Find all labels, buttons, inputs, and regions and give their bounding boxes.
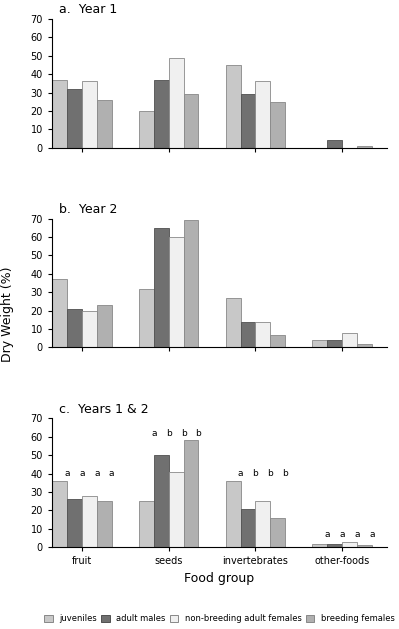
Bar bbox=[226, 298, 241, 347]
Text: a: a bbox=[151, 429, 156, 438]
Bar bbox=[67, 499, 82, 547]
Bar bbox=[357, 344, 372, 347]
Legend: juveniles, adult males, non-breeding adult females, breeding females: juveniles, adult males, non-breeding adu… bbox=[43, 613, 396, 625]
Bar bbox=[312, 543, 327, 547]
Bar bbox=[139, 501, 154, 547]
Text: a: a bbox=[324, 530, 330, 539]
Text: b: b bbox=[267, 469, 273, 478]
Bar bbox=[67, 309, 82, 347]
Bar bbox=[270, 335, 285, 347]
Bar bbox=[255, 501, 270, 547]
Bar bbox=[154, 228, 169, 347]
Bar bbox=[357, 146, 372, 148]
Bar bbox=[327, 140, 342, 148]
Bar bbox=[255, 321, 270, 347]
Bar bbox=[241, 94, 255, 148]
Bar bbox=[139, 289, 154, 347]
Text: b: b bbox=[196, 429, 201, 438]
Bar bbox=[357, 545, 372, 547]
Bar bbox=[270, 518, 285, 547]
Bar bbox=[327, 543, 342, 547]
Text: a: a bbox=[340, 530, 345, 539]
Text: c.  Years 1 & 2: c. Years 1 & 2 bbox=[59, 403, 148, 416]
Text: b: b bbox=[166, 429, 172, 438]
Bar bbox=[82, 496, 97, 547]
Bar bbox=[82, 82, 97, 148]
Bar bbox=[241, 321, 255, 347]
Bar bbox=[139, 111, 154, 148]
Text: a: a bbox=[64, 469, 70, 478]
Bar bbox=[169, 237, 184, 347]
Bar bbox=[52, 80, 67, 148]
Text: b: b bbox=[253, 469, 258, 478]
Bar bbox=[184, 440, 198, 547]
Bar bbox=[226, 65, 241, 148]
Text: a: a bbox=[354, 530, 360, 539]
Bar bbox=[97, 501, 112, 547]
Bar bbox=[184, 220, 198, 347]
Bar bbox=[52, 481, 67, 547]
Bar bbox=[255, 82, 270, 148]
Bar bbox=[270, 102, 285, 148]
Bar bbox=[342, 542, 357, 547]
Bar bbox=[97, 100, 112, 148]
Bar bbox=[327, 340, 342, 347]
Bar bbox=[82, 311, 97, 347]
Bar bbox=[154, 455, 169, 547]
Text: b: b bbox=[181, 429, 186, 438]
Text: b: b bbox=[282, 469, 288, 478]
Text: a: a bbox=[79, 469, 85, 478]
Bar bbox=[226, 481, 241, 547]
Bar bbox=[97, 305, 112, 347]
X-axis label: Food group: Food group bbox=[184, 572, 255, 585]
Bar bbox=[67, 89, 82, 148]
Bar bbox=[342, 333, 357, 347]
Bar bbox=[184, 94, 198, 148]
Text: a.  Year 1: a. Year 1 bbox=[59, 3, 117, 16]
Bar bbox=[169, 472, 184, 547]
Text: a: a bbox=[369, 530, 375, 539]
Bar bbox=[312, 340, 327, 347]
Bar bbox=[241, 509, 255, 547]
Text: Dry Weight (%): Dry Weight (%) bbox=[2, 267, 14, 362]
Text: a: a bbox=[109, 469, 115, 478]
Text: a: a bbox=[238, 469, 243, 478]
Text: b.  Year 2: b. Year 2 bbox=[59, 203, 117, 216]
Text: a: a bbox=[94, 469, 99, 478]
Bar bbox=[52, 279, 67, 347]
Bar bbox=[154, 80, 169, 148]
Bar bbox=[169, 57, 184, 148]
